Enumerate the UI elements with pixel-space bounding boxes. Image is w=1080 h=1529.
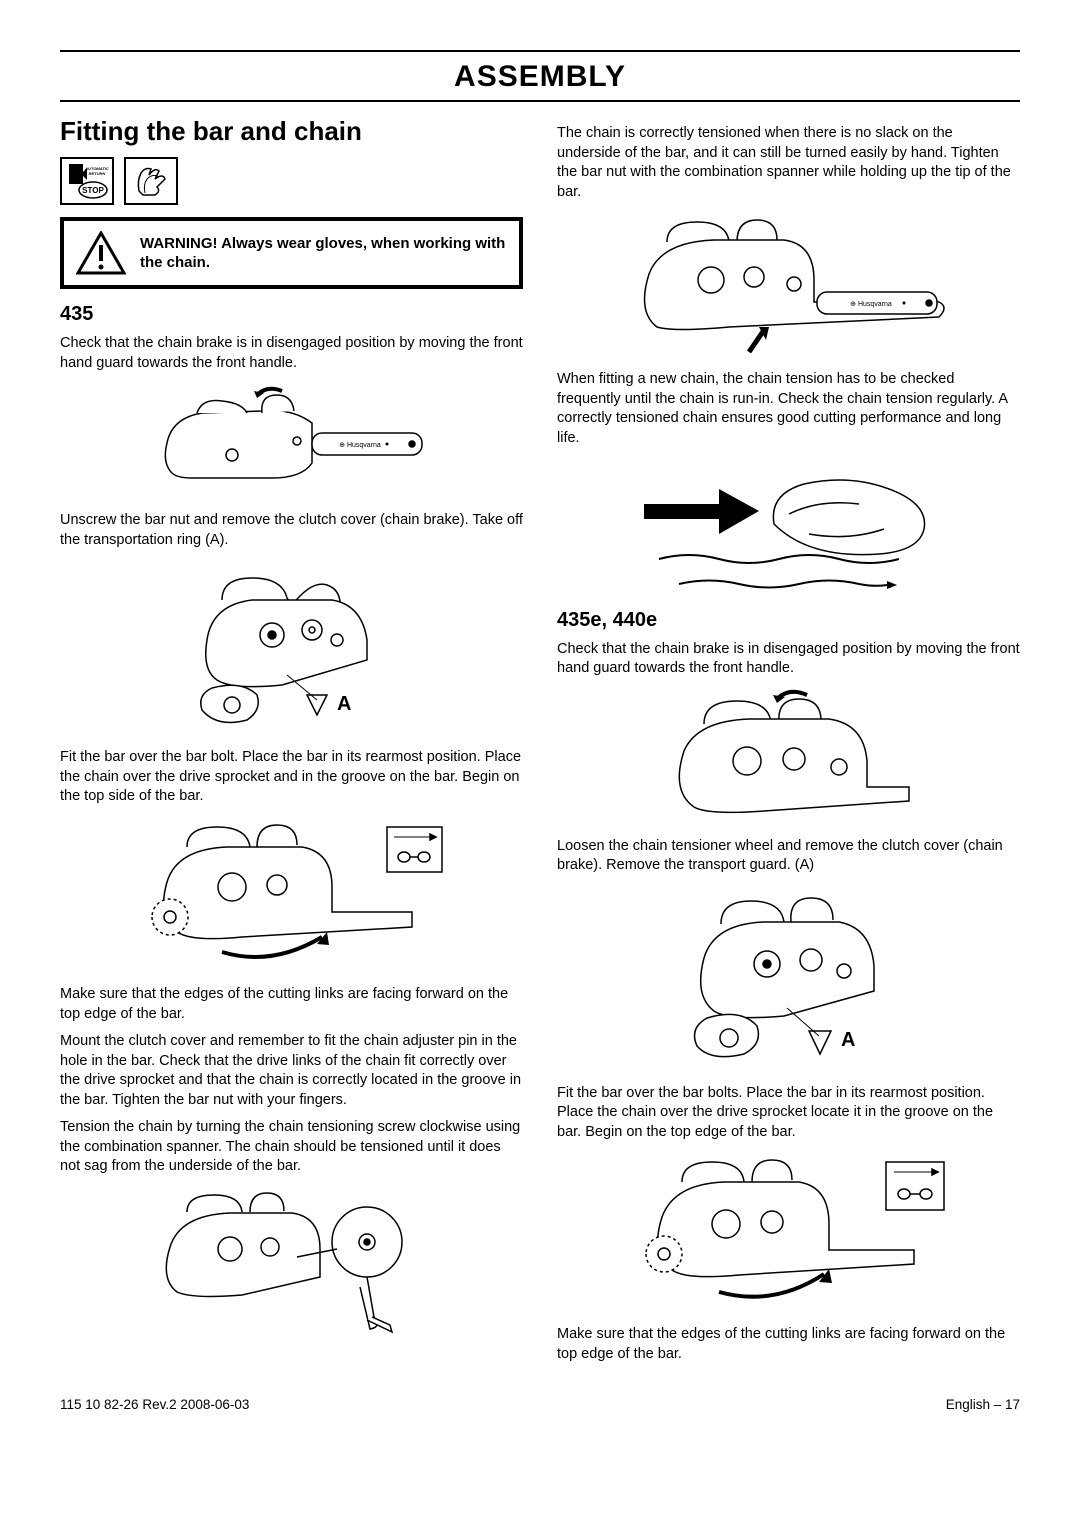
- figure-chain-runin: [557, 459, 1020, 599]
- figure-chainbrake-disengage: ⊕ Husqvarna: [60, 383, 523, 503]
- rule-under-title: [60, 100, 1020, 102]
- section-heading: Fitting the bar and chain: [60, 116, 523, 147]
- rule-top: [60, 50, 1020, 52]
- page-footer: 115 10 82-26 Rev.2 2008-06-03 English – …: [60, 1397, 1020, 1412]
- gloves-icon: [124, 157, 178, 205]
- figure-e-disengage: [557, 689, 1020, 829]
- figure-remove-clutch-cover: A: [60, 560, 523, 740]
- stop-label: STOP: [82, 186, 104, 195]
- footer-left: 115 10 82-26 Rev.2 2008-06-03: [60, 1397, 249, 1412]
- bar-brand-label-2: ⊕ Husqvarna: [850, 301, 892, 308]
- warning-text: WARNING! Always wear gloves, when workin…: [140, 234, 507, 273]
- para-435-2: Unscrew the bar nut and remove the clutc…: [60, 511, 523, 550]
- para-e-4: Make sure that the edges of the cutting …: [557, 1325, 1020, 1364]
- figure-tension-spanner: [60, 1187, 523, 1337]
- svg-text:RETURN: RETURN: [89, 171, 106, 176]
- page-title: ASSEMBLY: [60, 60, 1020, 94]
- para-435-5: Mount the clutch cover and remember to f…: [60, 1032, 523, 1110]
- label-a: A: [337, 693, 351, 715]
- para-col2-2: When fitting a new chain, the chain tens…: [557, 370, 1020, 448]
- para-435-6: Tension the chain by turning the chain t…: [60, 1118, 523, 1177]
- para-435-3: Fit the bar over the bar bolt. Place the…: [60, 748, 523, 807]
- para-435-4: Make sure that the edges of the cutting …: [60, 985, 523, 1024]
- para-435-1: Check that the chain brake is in disenga…: [60, 334, 523, 373]
- bar-brand-label: ⊕ Husqvarna: [339, 442, 381, 449]
- auto-return-stop-icon: AUTOMATIC RETURN STOP: [60, 157, 114, 205]
- para-e-3: Fit the bar over the bar bolts. Place th…: [557, 1084, 1020, 1143]
- left-column: Fitting the bar and chain AUTOMATIC RETU…: [60, 116, 523, 1373]
- right-column: The chain is correctly tensioned when th…: [557, 116, 1020, 1373]
- footer-right: English – 17: [946, 1397, 1020, 1412]
- model-435e-440e-heading: 435e, 440e: [557, 609, 1020, 632]
- warning-box: WARNING! Always wear gloves, when workin…: [60, 217, 523, 289]
- icon-row: AUTOMATIC RETURN STOP: [60, 157, 523, 205]
- figure-e-fit-bar: [557, 1152, 1020, 1317]
- figure-fit-bar: [60, 817, 523, 977]
- para-e-1: Check that the chain brake is in disenga…: [557, 640, 1020, 679]
- two-column-layout: Fitting the bar and chain AUTOMATIC RETU…: [60, 116, 1020, 1373]
- label-a-2: A: [841, 1029, 855, 1051]
- figure-e-remove-cover: A: [557, 886, 1020, 1076]
- figure-correct-tension: ⊕ Husqvarna: [557, 212, 1020, 362]
- para-col2-1: The chain is correctly tensioned when th…: [557, 124, 1020, 202]
- para-e-2: Loosen the chain tensioner wheel and rem…: [557, 837, 1020, 876]
- model-435-heading: 435: [60, 303, 523, 326]
- warning-triangle-icon: [76, 231, 126, 275]
